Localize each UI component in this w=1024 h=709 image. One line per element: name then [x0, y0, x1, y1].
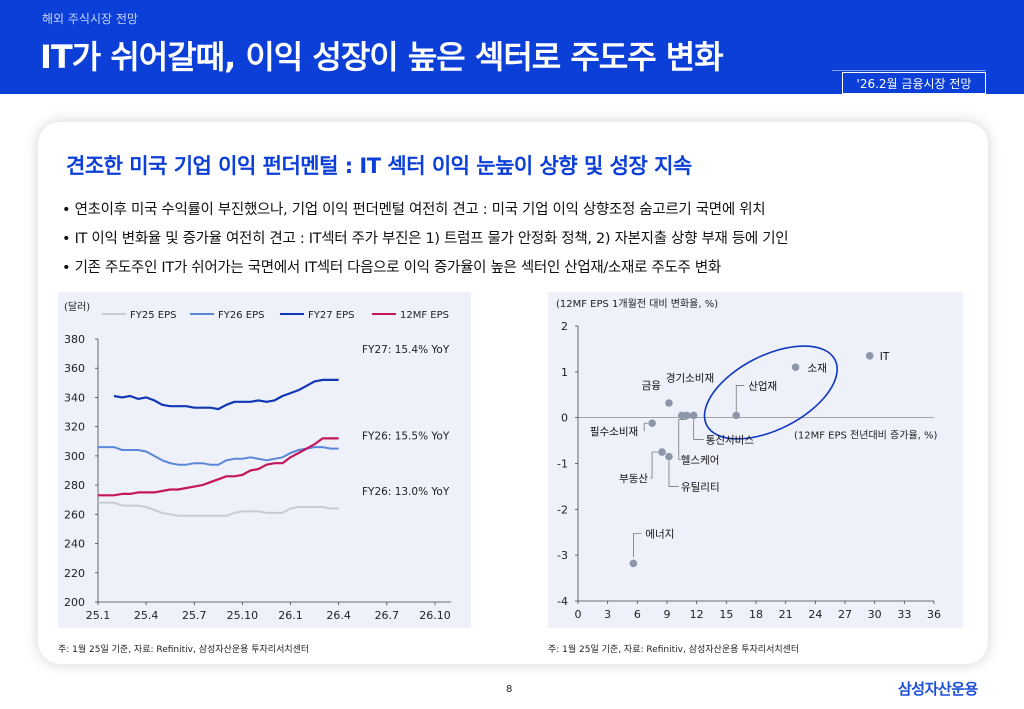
legend-label: FY26 EPS [218, 310, 264, 321]
bullet-list: 연초이후 미국 수익률이 부진했으나, 기업 이익 펀더멘털 여전히 견고 : … [62, 198, 789, 285]
y-tick-label: 0 [561, 412, 568, 425]
x-tick-label: 25.7 [182, 609, 207, 622]
scatter-point-에너지 [629, 559, 638, 568]
scatter-point-label: 경기소비재 [666, 371, 714, 384]
legend-label: FY27 EPS [308, 310, 354, 321]
y-axis-unit-label: (달러) [64, 301, 90, 313]
page-number: 8 [506, 684, 513, 695]
y-tick-label: 200 [64, 596, 85, 609]
badge-divider [832, 70, 986, 71]
section-subtitle: 견조한 미국 기업 이익 펀더멘털 : IT 섹터 이익 눈높이 상향 및 성장… [66, 154, 692, 178]
scatter-point-label: 필수소비재 [590, 426, 638, 438]
x-tick-label: 25.1 [86, 609, 111, 622]
x-tick-label: 6 [634, 608, 641, 621]
x-tick-label: 3 [604, 608, 611, 621]
scatter-point-통신서비스 [689, 411, 698, 420]
series-line-fy25-eps [98, 501, 339, 517]
label-leader-line [643, 422, 649, 432]
x-tick-label: 12 [690, 608, 704, 621]
scatter-point-label: 에너지 [645, 528, 674, 540]
x-tick-label: 15 [719, 608, 733, 621]
scatter-point-헬스케어 [682, 411, 691, 420]
scatter-point-부동산 [658, 448, 666, 456]
y-tick-label: 260 [64, 508, 85, 521]
scatter-point-필수소비재 [648, 419, 656, 427]
y-tick-label: 300 [64, 450, 85, 463]
scatter-point-label: 유틸리티 [681, 481, 720, 494]
scatter-point-유틸리티 [665, 452, 673, 461]
section-kicker: 해외 주식시장 전망 [42, 12, 138, 26]
sector-scatter-chart: (12MF EPS 1개월전 대비 변화율, %) (12MF EPS 전년대비 … [556, 298, 941, 621]
scatter-point-label: 산업재 [748, 379, 777, 392]
legend-label: 12MF EPS [400, 310, 449, 321]
sector-scatter-chart-panel: (12MF EPS 1개월전 대비 변화율, %) (12MF EPS 전년대비 … [548, 292, 963, 628]
x-tick-label: 33 [897, 608, 911, 621]
x-axis-title: (12MF EPS 전년대비 증가율, %) [794, 429, 937, 441]
label-leader-line [678, 419, 687, 460]
scatter-point-label: 금융 [642, 380, 662, 392]
label-leader-line [633, 533, 642, 558]
bullet-item: IT 이익 변화율 및 증가율 여전히 견고 : IT섹터 주가 부진은 1) … [62, 227, 789, 256]
x-tick-label: 36 [927, 608, 941, 621]
y-tick-label: 380 [64, 333, 85, 346]
eps-line-chart: (달러) FY25 EPS FY26 EPS FY27 EPS 12MF EPS 380 3… [64, 301, 451, 622]
scatter-point-산업재 [732, 411, 741, 420]
eps-line-chart-panel: (달러) FY25 EPS FY26 EPS FY27 EPS 12MF EPS 380 3… [58, 292, 471, 628]
y-tick-label: 360 [64, 362, 85, 375]
page-title: IT가 쉬어갈때, 이익 성장이 높은 섹터로 주도주 변화 [40, 38, 724, 76]
x-tick-label: 9 [664, 608, 671, 621]
x-tick-label: 21 [779, 608, 793, 621]
x-tick-label: 26.10 [419, 609, 451, 622]
y-tick-label: 240 [64, 538, 85, 551]
x-tick-label: 26.1 [278, 609, 303, 622]
label-leader-line [650, 451, 659, 479]
scatter-point-소재 [791, 363, 800, 372]
header-band: 해외 주식시장 전망 IT가 쉬어갈때, 이익 성장이 높은 섹터로 주도주 변… [0, 0, 1024, 94]
scatter-point-IT [865, 351, 874, 360]
y-tick-label: -4 [557, 595, 568, 608]
series-line-fy27-eps [113, 378, 339, 411]
x-tick-label: 25.10 [227, 609, 259, 622]
x-tick-label: 24 [808, 608, 822, 621]
series-line-fy26-eps [98, 446, 339, 466]
series-line-12mf-eps [98, 437, 339, 497]
scatter-point-label: 소재 [808, 362, 827, 374]
y-tick-label: -2 [557, 503, 568, 516]
left-chart-source: 주: 1월 25일 기준, 자료: Refinitiv, 삼성자산운용 투자리서… [58, 645, 310, 655]
x-tick-label: 30 [868, 608, 882, 621]
y-tick-label: 2 [561, 320, 568, 333]
x-tick-label: 18 [749, 608, 763, 621]
yoy-annotation: FY26: 15.5% YoY [362, 430, 450, 442]
y-tick-label: 280 [64, 479, 85, 492]
y-tick-label: 340 [64, 391, 85, 404]
x-tick-label: 25.4 [134, 609, 159, 622]
company-logo: 삼성자산운용 [898, 680, 978, 698]
x-tick-label: 26.4 [326, 609, 351, 622]
y-tick-label: 220 [64, 567, 85, 580]
highlight-ellipse [703, 345, 838, 440]
y-tick-label: 1 [561, 366, 568, 379]
y-tick-label: -1 [557, 458, 568, 471]
scatter-point-label: 헬스케어 [681, 454, 720, 466]
scatter-point-label: 통신서비스 [706, 434, 755, 446]
y-tick-label: 320 [64, 421, 85, 434]
label-leader-line [668, 460, 679, 487]
x-tick-label: 0 [575, 608, 582, 621]
x-tick-label: 26.7 [375, 609, 400, 622]
label-leader-line [693, 419, 704, 440]
y-axis-title: (12MF EPS 1개월전 대비 변화율, %) [556, 298, 718, 310]
yoy-annotation: FY26: 13.0% YoY [362, 486, 450, 498]
yoy-annotation: FY27: 15.4% YoY [362, 344, 450, 356]
legend-label: FY25 EPS [130, 310, 176, 321]
scatter-point-label: IT [880, 351, 890, 363]
label-leader-line [735, 385, 745, 412]
x-tick-label: 27 [838, 608, 852, 621]
y-tick-label: -3 [557, 549, 568, 562]
report-badge: '26.2월 금융시장 전망 [842, 72, 986, 94]
scatter-point-금융 [665, 399, 673, 407]
bullet-item: 기존 주도주인 IT가 쉬어가는 국면에서 IT섹터 다음으로 이익 증가율이 … [62, 256, 788, 285]
bullet-item: 연초이후 미국 수익률이 부진했으나, 기업 이익 펀더멘털 여전히 견고 : … [62, 198, 788, 227]
right-chart-source: 주: 1월 25일 기준, 자료: Refinitiv, 삼성자산운용 투자리서… [548, 645, 800, 655]
scatter-point-label: 부동산 [619, 473, 648, 485]
